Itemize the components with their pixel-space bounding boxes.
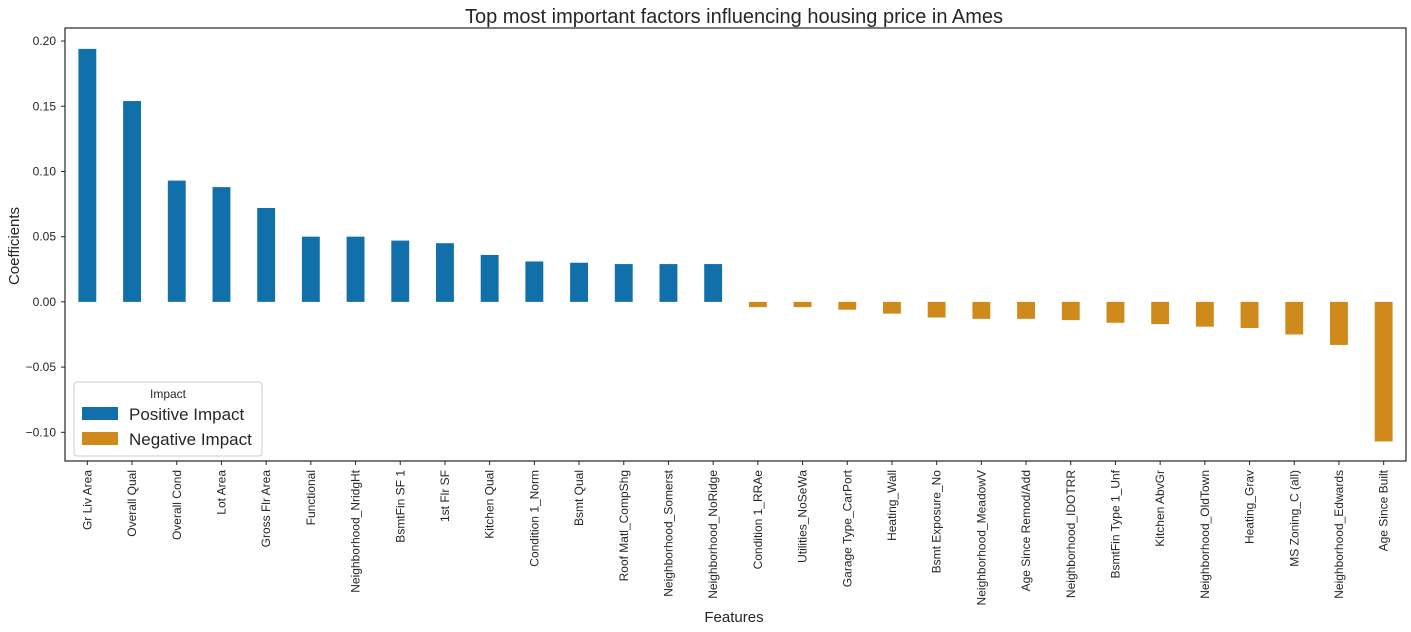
- bar-positive-10: [525, 261, 544, 302]
- bar-positive-2: [167, 180, 186, 302]
- x-tick-label: Garage Type_CarPort: [840, 469, 854, 587]
- bar-positive-1: [123, 101, 141, 302]
- legend-title: Impact: [150, 387, 187, 401]
- bar-positive-13: [659, 264, 678, 302]
- bar-negative-16: [793, 301, 812, 308]
- x-tick-label: Bsmt Exposure_No: [930, 470, 944, 574]
- x-axis-label: Features: [704, 609, 763, 626]
- bar-positive-14: [704, 264, 723, 302]
- bar-positive-4: [257, 207, 276, 302]
- bar-negative-21: [1017, 301, 1035, 319]
- plot-frame: [64, 27, 1407, 462]
- bar-positive-11: [570, 262, 588, 302]
- x-tick-label: Kitchen Qual: [483, 470, 497, 539]
- bar-negative-25: [1195, 301, 1214, 327]
- x-tick-label: Neighborhood_IDOTRR: [1064, 470, 1078, 598]
- x-tick-label: Overall Qual: [125, 470, 139, 537]
- y-tick-label: 0.20: [33, 34, 57, 48]
- legend-label-positive: Positive Impact: [129, 405, 245, 424]
- y-ticks: 0.20 0.15 0.10 0.05 0.00 −0.05 −0.10: [26, 34, 65, 439]
- x-tick-label: Roof Matl_CompShg: [617, 470, 631, 581]
- x-tick-label: Condition 1_RRAe: [751, 470, 765, 570]
- x-tick-label: Kitchen AbvGr: [1153, 470, 1167, 547]
- bar-positive-5: [301, 236, 320, 302]
- legend-box: [73, 381, 263, 457]
- bar-negative-29: [1374, 301, 1393, 442]
- x-tick-label: 1st Flr SF: [438, 470, 452, 522]
- y-tick-label: 0.15: [33, 99, 57, 113]
- bar-positive-12: [614, 264, 633, 302]
- bar-negative-24: [1151, 301, 1170, 325]
- y-tick-label: 0.10: [33, 164, 57, 178]
- x-tick-label: Neighborhood_Edwards: [1332, 470, 1346, 599]
- x-tick-label: Gr Liv Area: [80, 470, 94, 530]
- legend-label-negative: Negative Impact: [129, 430, 252, 449]
- x-tick-label: Heating_Grav: [1243, 470, 1257, 544]
- bar-positive-3: [212, 187, 231, 302]
- x-tick-label: Neighborhood_OldTown: [1198, 470, 1212, 599]
- y-tick-label: −0.10: [26, 425, 57, 439]
- x-tick-label: BsmtFin Type 1_Unf: [1108, 469, 1122, 578]
- plot-area: [78, 48, 1393, 442]
- bar-negative-18: [883, 301, 901, 314]
- bar-negative-17: [838, 301, 857, 310]
- chart-title: Top most important factors influencing h…: [465, 6, 1003, 28]
- bar-negative-22: [1061, 301, 1080, 321]
- bar-positive-7: [391, 240, 410, 302]
- x-tick-label: Neighborhood_NoRidge: [706, 470, 720, 599]
- x-tick-label: Heating_Wall: [885, 470, 899, 541]
- x-tick-label: Utilities_NoSeWa: [796, 470, 810, 563]
- x-tick-label: Gross Flr Area: [259, 470, 273, 548]
- bar-negative-26: [1240, 301, 1259, 328]
- legend-swatch-negative: [82, 432, 118, 445]
- y-tick-label: 0.00: [33, 295, 57, 309]
- x-tick-label: Neighborhood_NridgHt: [349, 469, 363, 592]
- y-tick-label: −0.05: [26, 360, 57, 374]
- bar-negative-28: [1330, 301, 1348, 345]
- x-tick-label: BsmtFin SF 1: [393, 470, 407, 543]
- bar-positive-6: [346, 236, 365, 302]
- legend-swatch-positive: [82, 407, 118, 420]
- x-tick-label: Age Since Remod/Add: [1019, 470, 1033, 591]
- x-tick-label: Functional: [304, 470, 318, 525]
- x-tick-label: Age Since Built: [1377, 469, 1391, 551]
- bar-negative-23: [1106, 301, 1125, 323]
- bar-negative-15: [748, 301, 767, 308]
- x-tick-label: Condition 1_Norm: [527, 470, 541, 567]
- x-ticks: Gr Liv Area Overall Qual Overall Cond Lot A…: [80, 461, 1391, 605]
- bar-positive-9: [480, 254, 499, 302]
- bar-negative-19: [927, 301, 946, 318]
- legend: Impact Positive Impact Negative Impact: [73, 381, 263, 457]
- bar-positive-8: [436, 243, 454, 302]
- x-tick-label: Lot Area: [214, 470, 228, 515]
- x-tick-label: Neighborhood_Somerst: [661, 469, 675, 596]
- y-axis-label: Coefficients: [6, 207, 23, 285]
- y-tick-label: 0.05: [33, 230, 57, 244]
- x-tick-label: Neighborhood_MeadowV: [974, 470, 988, 605]
- x-tick-label: Overall Cond: [170, 470, 184, 540]
- x-tick-label: MS Zoning_C (all): [1287, 470, 1301, 567]
- bar-negative-20: [972, 301, 991, 319]
- bar-negative-27: [1285, 301, 1304, 335]
- x-tick-label: Bsmt Qual: [572, 470, 586, 526]
- bar-positive-0: [78, 48, 97, 302]
